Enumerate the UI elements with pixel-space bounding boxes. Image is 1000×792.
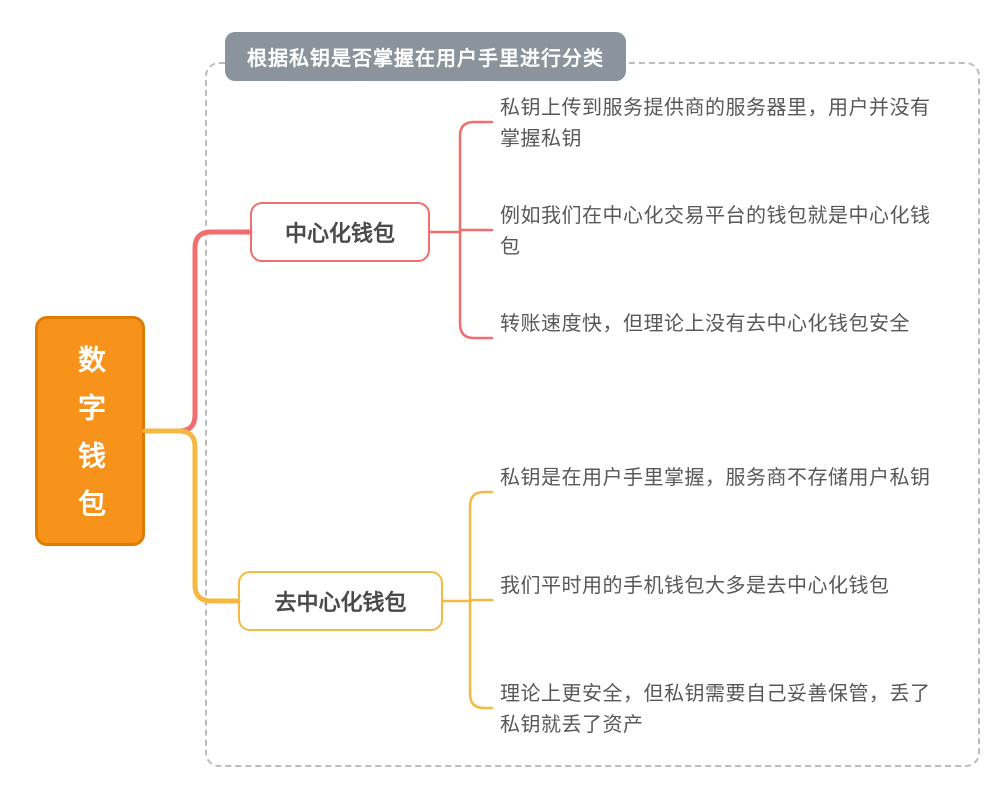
leaf-text: 例如我们在中心化交易平台的钱包就是中心化钱包 [500,201,945,263]
outer-frame [205,62,980,767]
leaf-text: 私钥上传到服务提供商的服务器里，用户并没有掌握私钥 [500,93,945,155]
leaf-text: 私钥是在用户手里掌握，服务商不存储用户私钥 [500,463,945,494]
diagram-title: 根据私钥是否掌握在用户手里进行分类 [225,32,626,81]
branch-node-centralized: 中心化钱包 [250,202,430,262]
root-node-label: 数字钱包 [70,325,110,537]
branch-label: 去中心化钱包 [274,585,406,617]
branch-node-decentralized: 去中心化钱包 [238,571,443,631]
leaf-text: 转账速度快，但理论上没有去中心化钱包安全 [500,309,945,340]
branch-label: 中心化钱包 [285,216,395,248]
root-node: 数字钱包 [35,316,145,546]
leaf-text: 我们平时用的手机钱包大多是去中心化钱包 [500,571,945,602]
leaf-text: 理论上更安全，但私钥需要自己妥善保管，丢了私钥就丢了资产 [500,679,945,741]
diagram-canvas: 根据私钥是否掌握在用户手里进行分类 数字钱包 中心化钱包 去中心化钱包 私钥上传… [0,0,1000,792]
